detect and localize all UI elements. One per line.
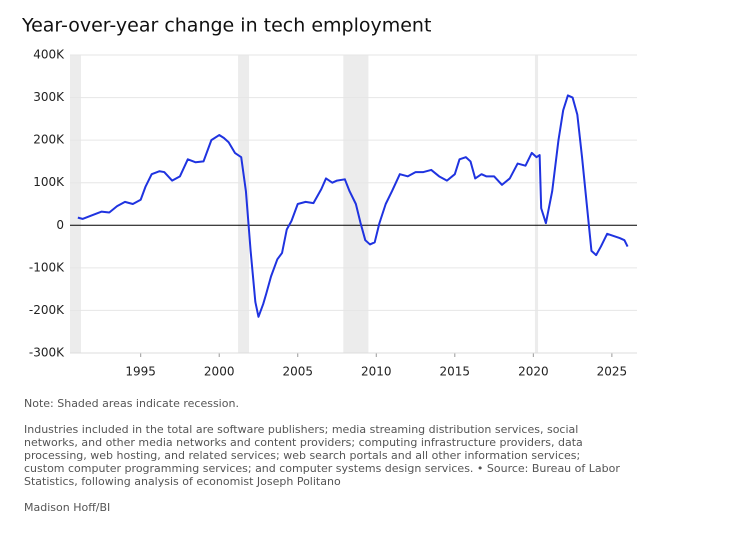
x-tick-label: 1995 — [125, 365, 156, 379]
y-tick-label: -200K — [29, 303, 65, 317]
x-tick-label: 2020 — [518, 365, 549, 379]
y-tick-label: 200K — [33, 133, 65, 147]
x-tick-label: 2015 — [440, 365, 471, 379]
credit: Madison Hoff/BI — [24, 501, 111, 514]
recession-band — [534, 55, 539, 353]
chart-title: Year-over-year change in tech employment — [21, 15, 431, 37]
y-tick-label: 300K — [33, 90, 65, 104]
source: Industries included in the total are sof… — [24, 423, 620, 488]
x-tick-label: 2010 — [361, 365, 392, 379]
recession-band — [70, 55, 81, 353]
y-tick-label: 0 — [56, 218, 64, 232]
x-tick-label: 2000 — [204, 365, 235, 379]
x-tick-label: 2005 — [282, 365, 313, 379]
chart: Year-over-year change in tech employment… — [21, 15, 637, 379]
y-tick-label: -300K — [29, 346, 65, 360]
y-tick-label: 400K — [33, 48, 65, 62]
y-tick-label: -100K — [29, 260, 65, 274]
line — [77, 94, 629, 318]
y-tick-label: 100K — [33, 175, 65, 189]
recession-band — [238, 55, 250, 353]
x-tick-label: 2025 — [597, 365, 628, 379]
note: Note: Shaded areas indicate recession. — [24, 397, 239, 410]
